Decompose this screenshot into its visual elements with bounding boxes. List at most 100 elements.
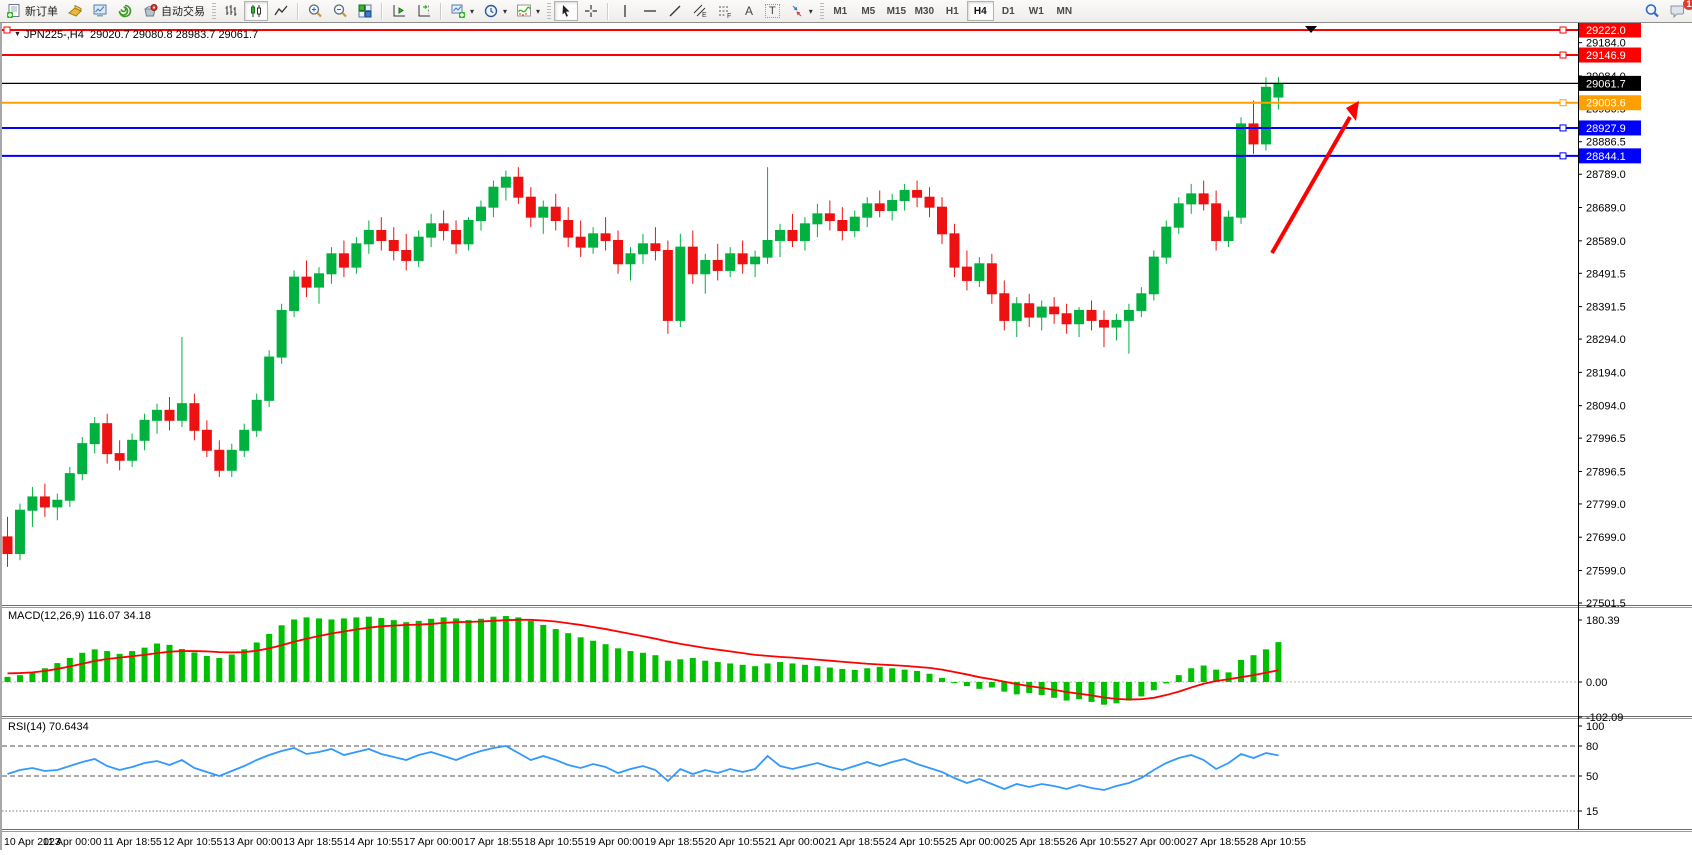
svg-text:F: F	[727, 13, 731, 19]
price-line-chip	[1579, 148, 1641, 164]
candle-body	[214, 449, 225, 471]
autotrading-label: 自动交易	[161, 6, 205, 18]
time-tick-label: 21 Apr 18:55	[825, 836, 885, 848]
charts-button[interactable]	[88, 1, 112, 21]
timeframe-mn-button[interactable]: MN	[1051, 1, 1078, 21]
macd-histogram-bar	[66, 657, 73, 682]
cursor-tool-button[interactable]	[554, 1, 579, 21]
candle-body	[438, 223, 449, 231]
notifications-button[interactable]: 1	[1665, 0, 1692, 21]
macd-histogram-bar	[340, 618, 347, 682]
text-tool-button[interactable]: A	[738, 1, 760, 21]
time-tick-label: 26 Apr 10:55	[1066, 836, 1126, 848]
price-tick-label: 28589.0	[1586, 236, 1626, 248]
indicators-icon	[517, 4, 532, 17]
price-line-29061.7[interactable]: 29061.7	[2, 75, 1641, 91]
timeframe-d1-button[interactable]: D1	[995, 1, 1022, 21]
zoom-in-button[interactable]	[303, 1, 327, 21]
price-tick-label: 28094.0	[1586, 401, 1626, 413]
candle-body	[2, 536, 13, 555]
macd-histogram-bar	[378, 618, 385, 682]
time-tick-label: 17 Apr 18:55	[464, 836, 524, 848]
macd-histogram-bar	[752, 666, 759, 682]
bar-chart-type-button[interactable]	[219, 1, 243, 21]
price-line-28844.1[interactable]: 28844.1	[2, 148, 1641, 164]
macd-indicator-label: MACD(12,26,9) 116.07 34.18	[8, 610, 151, 622]
tile-windows-button[interactable]	[353, 1, 377, 21]
timeframe-h1-button[interactable]: H1	[939, 1, 966, 21]
zoom-out-button[interactable]	[328, 1, 352, 21]
auto-scroll-button[interactable]	[387, 1, 411, 21]
candle-body	[139, 419, 150, 441]
arrows-tool-button[interactable]: ▾	[785, 1, 817, 21]
label-tool-icon: T	[765, 4, 780, 18]
price-line-chip	[1579, 120, 1641, 136]
market-watch-button[interactable]	[63, 1, 87, 21]
new-chart-button[interactable]: ▾	[446, 1, 478, 21]
timeframe-m15-button[interactable]: M15	[883, 1, 910, 21]
macd-histogram-bar	[4, 676, 11, 682]
candle-body	[488, 186, 499, 208]
fibonacci-icon: F	[719, 6, 731, 19]
macd-histogram-bar	[876, 666, 883, 682]
navigator-button[interactable]	[113, 1, 137, 21]
price-line-29003.6[interactable]: 29003.6	[2, 95, 1641, 111]
macd-histogram-bar	[403, 622, 410, 682]
candle-body	[326, 253, 337, 275]
candle-body	[176, 403, 187, 421]
time-tick-label: 13 Apr 00:00	[223, 836, 283, 848]
candle-body	[189, 403, 200, 431]
price-line-28927.9[interactable]: 28927.9	[2, 120, 1641, 136]
trend-arrow-annotation[interactable]	[1270, 101, 1359, 254]
candle-body	[949, 233, 960, 268]
crosshair-tool-button[interactable]	[579, 1, 603, 21]
chart-symbol-period: JPN225-,H4	[23, 29, 84, 41]
scroll-to-end-marker[interactable]	[1305, 26, 1317, 33]
macd-histogram-bar	[502, 616, 509, 682]
macd-histogram-bar	[714, 662, 721, 682]
chart-title: ▼ JPN225-,H4 29020.7 29080.8 28983.7 2906…	[14, 29, 258, 41]
candle-body	[276, 309, 287, 358]
candle-body	[64, 473, 75, 501]
fibonacci-tool-button[interactable]: F	[713, 1, 737, 21]
time-tick-label: 27 Apr 00:00	[1126, 836, 1186, 848]
timeframe-m1-button[interactable]: M1	[827, 1, 854, 21]
macd-histogram-bar	[739, 664, 746, 682]
vertical-line-tool-button[interactable]	[613, 1, 637, 21]
timeframe-w1-button[interactable]: W1	[1023, 1, 1050, 21]
timeframe-m30-button[interactable]: M30	[911, 1, 938, 21]
price-line-29222.0[interactable]: 29222.0	[2, 22, 1641, 38]
dropdown-caret-icon: ▾	[503, 6, 508, 16]
indicators-button[interactable]: ▾	[512, 1, 544, 21]
label-tool-button[interactable]: T	[761, 1, 784, 21]
macd-histogram-bar	[353, 617, 360, 682]
chart-shift-button[interactable]	[412, 1, 436, 21]
macd-histogram-bar	[141, 647, 148, 682]
horizontal-line-tool-button[interactable]	[638, 1, 662, 21]
line-chart-type-button[interactable]	[269, 1, 293, 21]
timeframe-h4-button[interactable]: H4	[966, 1, 994, 21]
price-line-29146.9[interactable]: 29146.9	[2, 47, 1641, 63]
trendline-tool-button[interactable]	[663, 1, 687, 21]
periods-button[interactable]: ▾	[479, 1, 511, 21]
macd-histogram-bar	[328, 619, 335, 682]
macd-histogram-bar	[540, 624, 547, 682]
macd-histogram-bar	[963, 682, 970, 687]
autotrading-button[interactable]: 自动交易	[138, 1, 209, 21]
price-tick-label: 27501.5	[1586, 598, 1626, 610]
time-tick-label: 20 Apr 10:55	[705, 836, 765, 848]
macd-histogram-bar	[390, 620, 397, 682]
candlestick-chart-type-button[interactable]	[244, 1, 268, 21]
time-tick-label: 19 Apr 18:55	[644, 836, 704, 848]
equidistant-channel-tool-button[interactable]: E	[688, 1, 712, 21]
notification-badge: 1	[1683, 0, 1692, 10]
macd-histogram-bar	[278, 625, 285, 682]
candle-body	[662, 249, 673, 321]
macd-histogram-bar	[291, 619, 298, 682]
candle-body	[961, 266, 972, 281]
price-line-chip-label: 28927.9	[1586, 123, 1626, 135]
search-button[interactable]	[1640, 1, 1664, 21]
candle-body	[1086, 309, 1097, 321]
new-order-button[interactable]: 新订单	[2, 1, 62, 21]
timeframe-m5-button[interactable]: M5	[855, 1, 882, 21]
